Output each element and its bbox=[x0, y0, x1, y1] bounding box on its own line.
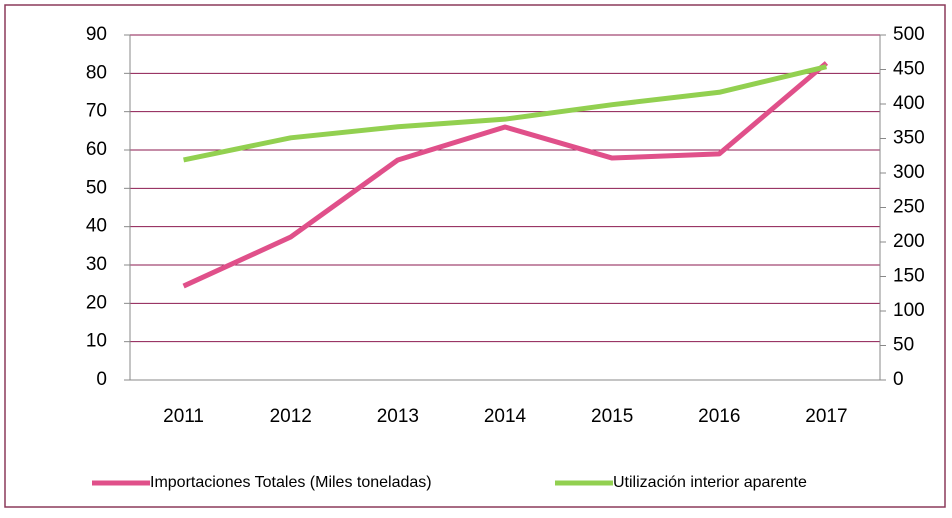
y-tick-label: 80 bbox=[86, 62, 107, 83]
x-tick-label: 2012 bbox=[270, 406, 312, 427]
y2-tick-label: 400 bbox=[893, 93, 925, 114]
y-tick-label: 60 bbox=[86, 139, 107, 160]
y-tick-label: 40 bbox=[86, 216, 107, 237]
y-tick-label: 20 bbox=[86, 292, 107, 313]
y-tick-label: 70 bbox=[86, 101, 107, 122]
y2-tick-label: 150 bbox=[893, 266, 925, 287]
x-tick-label: 2014 bbox=[484, 406, 527, 427]
y2-tick-label: 450 bbox=[893, 59, 925, 80]
x-tick-label: 2016 bbox=[698, 406, 740, 427]
y-tick-label: 90 bbox=[86, 24, 107, 45]
y2-tick-label: 250 bbox=[893, 197, 925, 218]
x-tick-label: 2011 bbox=[163, 406, 204, 427]
series-line bbox=[183, 64, 828, 163]
x-tick-label: 2017 bbox=[805, 406, 847, 427]
y2-tick-label: 200 bbox=[893, 231, 925, 252]
y2-tick-label: 500 bbox=[893, 24, 925, 45]
y-tick-label: 30 bbox=[86, 254, 107, 275]
y2-tick-label: 0 bbox=[893, 369, 904, 390]
y2-tick-label: 100 bbox=[893, 300, 925, 321]
y2-tick-label: 300 bbox=[893, 162, 925, 183]
legend-label: Utilización interior aparente bbox=[613, 474, 807, 491]
x-tick-label: 2013 bbox=[377, 406, 419, 427]
chart-border bbox=[4, 4, 946, 508]
y-tick-label: 50 bbox=[86, 177, 107, 198]
y-tick-label: 0 bbox=[96, 369, 107, 390]
y-tick-label: 10 bbox=[86, 331, 107, 352]
series-line bbox=[182, 61, 829, 289]
x-tick-label: 2015 bbox=[591, 406, 633, 427]
y2-tick-label: 350 bbox=[893, 128, 925, 149]
legend-label: Importaciones Totales (Miles toneladas) bbox=[150, 474, 432, 491]
y2-tick-label: 50 bbox=[893, 335, 914, 356]
